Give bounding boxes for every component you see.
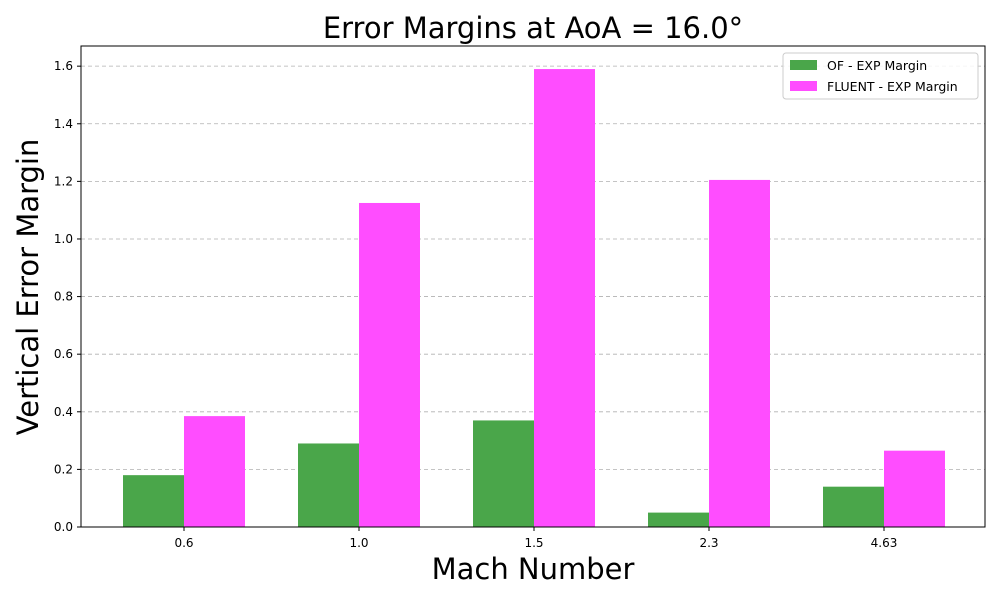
grid-lines <box>81 65 985 470</box>
y-axis: 0.0 0.2 0.4 0.6 0.8 1.0 1.2 1.4 1.6 <box>54 59 81 534</box>
bar-fluent <box>184 416 245 527</box>
x-tick-label: 4.63 <box>871 536 898 550</box>
bar-of <box>123 475 184 527</box>
legend-frame <box>782 52 979 100</box>
bar-fluent <box>534 69 595 527</box>
x-axis-label: Mach Number <box>432 552 635 586</box>
y-tick-label: 1.2 <box>54 174 73 188</box>
legend-label-fluent: FLUENT - EXP Margin <box>827 79 958 94</box>
y-tick-label: 1.4 <box>54 117 73 131</box>
bar-fluent <box>709 179 770 527</box>
bar-fluent <box>884 450 945 527</box>
y-tick-label: 0.6 <box>54 347 73 361</box>
x-tick-label: 0.6 <box>174 536 193 550</box>
chart-title: Error Margins at AoA = 16.0° <box>323 11 743 45</box>
y-tick-label: 1.0 <box>54 232 73 246</box>
x-tick-label: 2.3 <box>699 536 718 550</box>
x-axis: 0.6 1.0 1.5 2.3 4.63 <box>174 527 897 550</box>
bars <box>123 69 945 527</box>
y-tick-label: 0.8 <box>54 290 73 304</box>
bar-of <box>648 512 709 527</box>
bar-of <box>298 443 359 527</box>
legend: OF - EXP Margin FLUENT - EXP Margin <box>782 52 979 100</box>
bar-of <box>823 486 884 527</box>
y-axis-label: Vertical Error Margin <box>11 139 45 436</box>
y-tick-label: 0.4 <box>54 405 73 419</box>
legend-swatch-fluent <box>790 81 817 91</box>
legend-label-of: OF - EXP Margin <box>827 58 927 73</box>
bar-fluent <box>359 202 420 527</box>
y-tick-label: 1.6 <box>54 59 73 73</box>
legend-swatch-of <box>790 60 817 70</box>
x-tick-label: 1.0 <box>349 536 368 550</box>
y-tick-label: 0.0 <box>54 520 73 534</box>
y-tick-label: 0.2 <box>54 462 73 476</box>
bar-of <box>473 420 534 527</box>
plot-frame <box>80 45 986 528</box>
x-tick-label: 1.5 <box>524 536 543 550</box>
